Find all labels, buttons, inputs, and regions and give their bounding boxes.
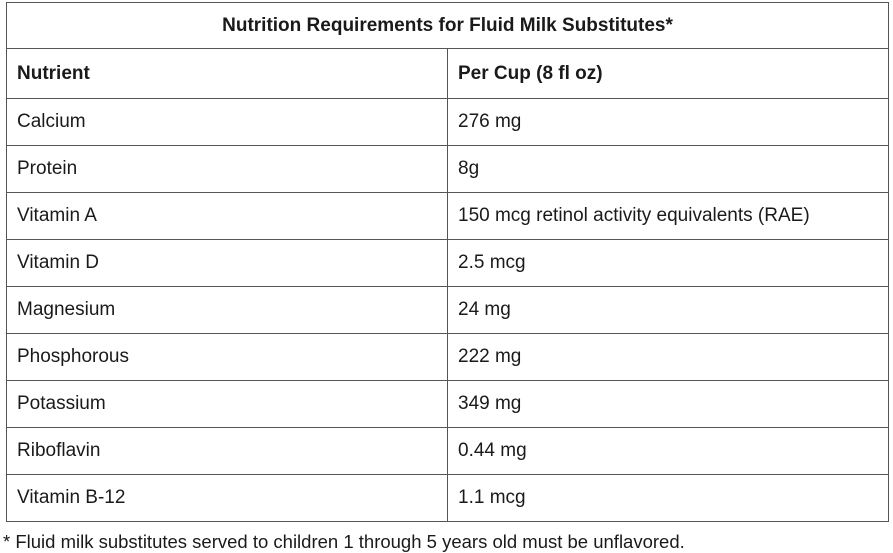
nutrient-cell: Magnesium <box>6 286 448 334</box>
amount-cell: 222 mg <box>447 333 889 381</box>
amount-cell: 2.5 mcg <box>447 239 889 287</box>
nutrition-table: Nutrition Requirements for Fluid Milk Su… <box>6 2 889 522</box>
nutrient-cell: Riboflavin <box>6 427 448 475</box>
table-title: Nutrition Requirements for Fluid Milk Su… <box>6 2 889 49</box>
table-row: Protein 8g <box>6 145 889 193</box>
amount-cell: 8g <box>447 145 889 193</box>
table-row: Vitamin D 2.5 mcg <box>6 239 889 287</box>
amount-cell: 1.1 mcg <box>447 474 889 522</box>
table-row: Riboflavin 0.44 mg <box>6 427 889 475</box>
nutrient-cell: Phosphorous <box>6 333 448 381</box>
column-header: Per Cup (8 fl oz) <box>447 48 889 99</box>
amount-cell: 349 mg <box>447 380 889 428</box>
nutrient-cell: Vitamin B-12 <box>6 474 448 522</box>
nutrient-cell: Potassium <box>6 380 448 428</box>
footnote: * Fluid milk substitutes served to child… <box>3 531 685 552</box>
amount-cell: 0.44 mg <box>447 427 889 475</box>
amount-cell: 276 mg <box>447 98 889 146</box>
table-body: Calcium 276 mg Protein 8g Vitamin A 150 mcg r… <box>6 98 889 522</box>
nutrient-cell: Protein <box>6 145 448 193</box>
nutrient-cell: Calcium <box>6 98 448 146</box>
title-row: Nutrition Requirements for Fluid Milk Su… <box>6 2 889 49</box>
table-row: Vitamin B-12 1.1 mcg <box>6 474 889 522</box>
nutrient-cell: Vitamin D <box>6 239 448 287</box>
amount-cell: 150 mcg retinol activity equivalents (RA… <box>447 192 889 240</box>
table-row: Magnesium 24 mg <box>6 286 889 334</box>
table-row: Calcium 276 mg <box>6 98 889 146</box>
table-row: Phosphorous 222 mg <box>6 333 889 381</box>
nutrient-cell: Vitamin A <box>6 192 448 240</box>
header-row: Nutrient Per Cup (8 fl oz) <box>6 48 889 99</box>
column-header: Nutrient <box>6 48 448 99</box>
table-row: Potassium 349 mg <box>6 380 889 428</box>
amount-cell: 24 mg <box>447 286 889 334</box>
table-row: Vitamin A 150 mcg retinol activity equiva… <box>6 192 889 240</box>
